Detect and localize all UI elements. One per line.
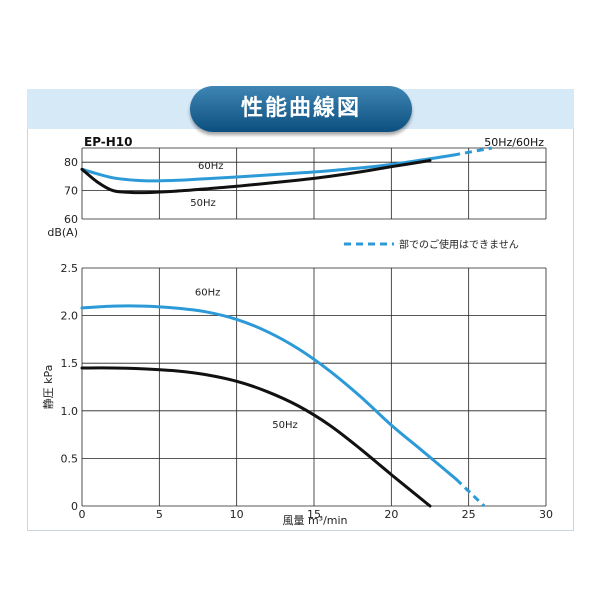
frequency-label: 50Hz/60Hz	[484, 136, 544, 149]
chart-frame	[27, 89, 574, 531]
pressure-xlabel: 風量 m³/min	[282, 514, 347, 527]
noise-ylabel: dB(A)	[47, 226, 78, 239]
pressure-xtick-label: 10	[230, 508, 244, 521]
pressure-ylabel: 静圧 kPa	[41, 365, 55, 410]
pressure-series-60hz-line	[80, 304, 458, 481]
noise-ytick-label: 70	[64, 185, 78, 198]
noise-ytick-label: 80	[64, 156, 78, 169]
title-badge	[190, 86, 412, 132]
pressure-xtick-label: 20	[384, 508, 398, 521]
pressure-ytick-label: 2.5	[61, 262, 79, 275]
pressure-xtick-label: 25	[462, 508, 476, 521]
pressure-xtick-label: 30	[539, 508, 553, 521]
pressure-ytick-label: 0	[71, 500, 78, 513]
noise-60hz-annotation: 60Hz	[198, 161, 224, 172]
noise-series-50hz-line	[80, 159, 432, 195]
noise-ytick-label: 60	[64, 213, 78, 226]
model-label: EP-H10	[84, 135, 133, 149]
pressure-ytick-label: 1.0	[61, 405, 79, 418]
noise-50hz-annotation: 50Hz	[190, 198, 216, 209]
pressure-series-50hz-line	[80, 366, 432, 508]
pressure-ytick-label: 2.0	[61, 310, 79, 323]
pressure-60hz-annotation: 60Hz	[195, 288, 221, 299]
pressure-series-60hz-dashed	[455, 478, 486, 508]
pressure-xtick-label: 0	[79, 508, 86, 521]
noise-series-60hz-dashed	[452, 146, 493, 157]
chart-title: 性能曲線図	[240, 96, 361, 121]
pressure-ytick-label: 0.5	[61, 452, 79, 465]
pressure-xtick-label: 5	[156, 508, 163, 521]
noise-series-60hz-line	[80, 153, 455, 183]
pressure-ytick-label: 1.5	[61, 357, 79, 370]
legend-note: 部でのご使用はできません	[399, 238, 519, 251]
pressure-xtick-label: 15	[307, 508, 321, 521]
pressure-50hz-annotation: 50Hz	[272, 420, 298, 431]
